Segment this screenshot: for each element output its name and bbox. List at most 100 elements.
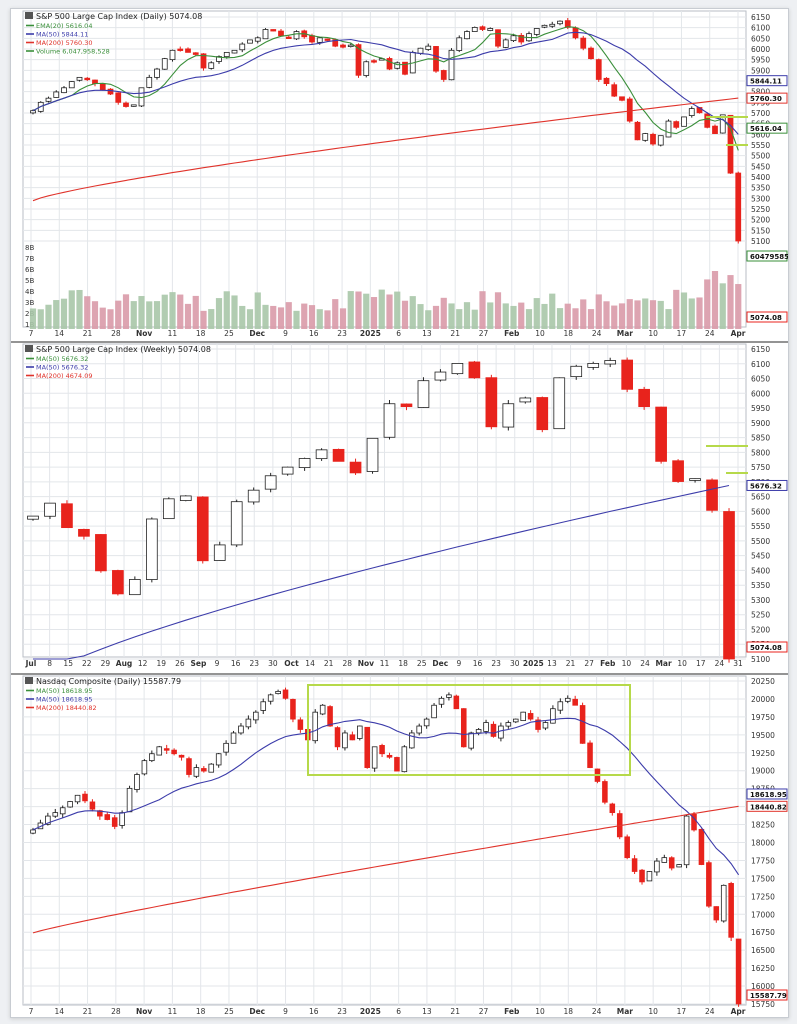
x-tick-label: 28 (111, 1007, 121, 1016)
legend-label: MA(50) 5676.32 (36, 364, 88, 372)
x-tick-label: 16 (309, 1007, 319, 1016)
volume-bar (518, 302, 525, 329)
volume-bar (673, 289, 680, 329)
x-tick-label: 23 (337, 329, 347, 338)
volume-bar (688, 298, 695, 329)
volume-bar (425, 310, 432, 329)
volume-bar (208, 309, 215, 329)
volume-bar (626, 299, 633, 329)
candle-body (371, 746, 378, 769)
candle-body (115, 92, 122, 103)
volume-bar (471, 309, 478, 329)
y-tick-label: 5700 (751, 109, 770, 118)
candle-body (495, 29, 501, 47)
candle-body (363, 61, 370, 76)
volume-bar (494, 292, 502, 329)
volume-bar (618, 303, 626, 329)
candle-body (107, 88, 114, 95)
x-tick-label: Dec (249, 329, 265, 338)
candle-body (502, 403, 515, 428)
value-tag-box (746, 479, 788, 491)
candle-body (626, 98, 633, 122)
x-tick-label: 16 (473, 659, 483, 668)
y-tick-label: 5650 (751, 493, 770, 502)
x-tick-label: 21 (324, 659, 334, 668)
y-tick-label: 6100 (751, 360, 770, 369)
legend-label: MA(200) 5760.30 (36, 39, 92, 47)
x-tick-label: Dec (432, 659, 448, 668)
legend-label: MA(50) 5676.32 (36, 355, 88, 363)
y-tick-label: 19500 (751, 731, 775, 740)
volume-bar (487, 302, 494, 329)
volume-bar (711, 271, 719, 329)
candle-body (347, 44, 354, 48)
candle-body (364, 726, 370, 768)
candle-body (201, 768, 207, 772)
candle-body (655, 406, 667, 462)
candle-body (154, 68, 160, 78)
y-tick-label: 5300 (751, 596, 770, 605)
y-tick-label: 5500 (751, 537, 770, 546)
x-tick-label: 16 (309, 329, 319, 338)
candle-body (231, 49, 238, 54)
candle-body (67, 801, 73, 808)
candle-body (688, 108, 695, 116)
volume-bar (634, 300, 641, 329)
candle-body (247, 489, 260, 503)
candle-body (298, 458, 311, 468)
candle-body (683, 815, 690, 866)
x-tick-label: 14 (55, 1007, 65, 1016)
x-tick-label: 10 (535, 329, 545, 338)
y-tick-label: 20000 (751, 695, 775, 704)
x-tick-label: Dec (249, 1007, 265, 1016)
ema20-line (32, 26, 739, 151)
legend-label: MA(50) 18618.95 (36, 696, 92, 704)
candle-body (542, 722, 549, 729)
x-tick-label: 17 (677, 329, 687, 338)
candle-body (431, 704, 437, 719)
x-tick-label: 6 (396, 1007, 401, 1016)
y-tick-label: 5250 (751, 205, 770, 214)
x-tick-label: 24 (705, 1007, 715, 1016)
candle-body (510, 35, 517, 42)
volume-bar (456, 309, 463, 329)
legend-label: MA(200) 18440.82 (36, 704, 97, 712)
y-tick-label: 16000 (751, 982, 775, 991)
y-tick-label: 18250 (751, 821, 775, 830)
candle-body (230, 501, 243, 546)
volume-bar (60, 298, 68, 329)
candle-body (278, 30, 284, 37)
candle-body (446, 694, 452, 698)
candle-body (676, 864, 682, 868)
candle-body (394, 757, 400, 772)
volume-bar (270, 305, 277, 329)
x-tick-label: 21 (566, 659, 576, 668)
candle-body (161, 58, 168, 70)
candle-body (297, 719, 304, 730)
candle-body (619, 96, 625, 101)
candle-body (193, 767, 200, 777)
candle-body (68, 81, 75, 89)
volume-bar (76, 289, 83, 329)
volume-bar (277, 307, 285, 329)
y-tick-label: 5600 (751, 130, 770, 139)
x-tick-label: 23 (249, 659, 259, 668)
volume-bar (696, 297, 703, 329)
candle-body (179, 495, 192, 501)
candle-body (366, 437, 379, 472)
y-tick-label: 5550 (751, 522, 770, 531)
candle-body (216, 56, 222, 62)
candle-body (332, 448, 345, 462)
candle-body (163, 748, 170, 751)
chart-title-group: S&P 500 Large Cap Index (Daily) 5074.08 (25, 12, 202, 21)
x-tick-label: 11 (168, 329, 178, 338)
candle-body (61, 87, 67, 94)
candle-body (634, 121, 641, 141)
volume-bar (642, 298, 649, 329)
volume-bar (525, 309, 533, 329)
chart-icon (25, 345, 33, 352)
volume-bar (401, 300, 409, 329)
candle-body (416, 725, 422, 734)
candle-body (706, 479, 718, 511)
x-tick-label: Apr (731, 329, 746, 338)
